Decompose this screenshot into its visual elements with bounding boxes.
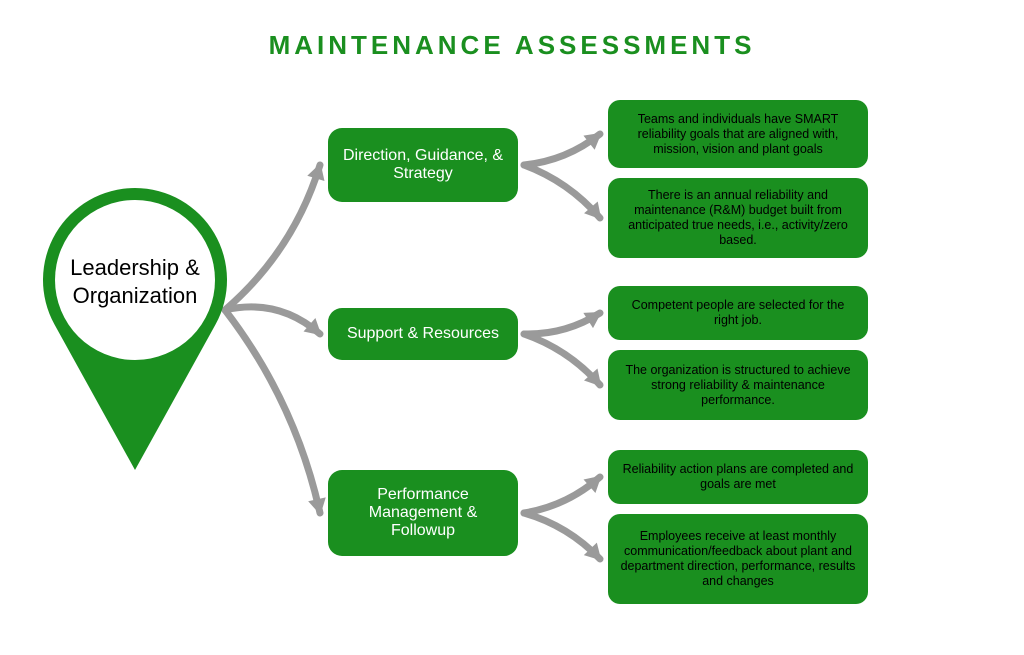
leaf-text: Teams and individuals have SMART reliabi… — [618, 112, 858, 157]
root-label: Leadership & Organization — [50, 254, 220, 309]
leaf-text: There is an annual reliability and maint… — [618, 188, 858, 248]
leaf-smart-goals: Teams and individuals have SMART reliabi… — [608, 100, 868, 168]
root-pin — [39, 184, 231, 474]
diagram-stage: MAINTENANCE ASSESSMENTS Leadership & Org… — [0, 0, 1024, 655]
category-label: Support & Resources — [347, 325, 499, 343]
category-support: Support & Resources — [328, 308, 518, 360]
leaf-action-plans: Reliability action plans are completed a… — [608, 450, 868, 504]
leaf-org-structured: The organization is structured to achiev… — [608, 350, 868, 420]
category-label: Performance Management & Followup — [340, 486, 506, 540]
page-title: MAINTENANCE ASSESSMENTS — [0, 30, 1024, 61]
category-performance: Performance Management & Followup — [328, 470, 518, 556]
leaf-text: Reliability action plans are completed a… — [618, 462, 858, 492]
leaf-text: Competent people are selected for the ri… — [618, 298, 858, 328]
leaf-text: The organization is structured to achiev… — [618, 363, 858, 408]
leaf-monthly-comm: Employees receive at least monthly commu… — [608, 514, 868, 604]
category-label: Direction, Guidance, & Strategy — [340, 147, 506, 183]
leaf-text: Employees receive at least monthly commu… — [618, 529, 858, 589]
leaf-rm-budget: There is an annual reliability and maint… — [608, 178, 868, 258]
leaf-competent-people: Competent people are selected for the ri… — [608, 286, 868, 340]
category-direction: Direction, Guidance, & Strategy — [328, 128, 518, 202]
